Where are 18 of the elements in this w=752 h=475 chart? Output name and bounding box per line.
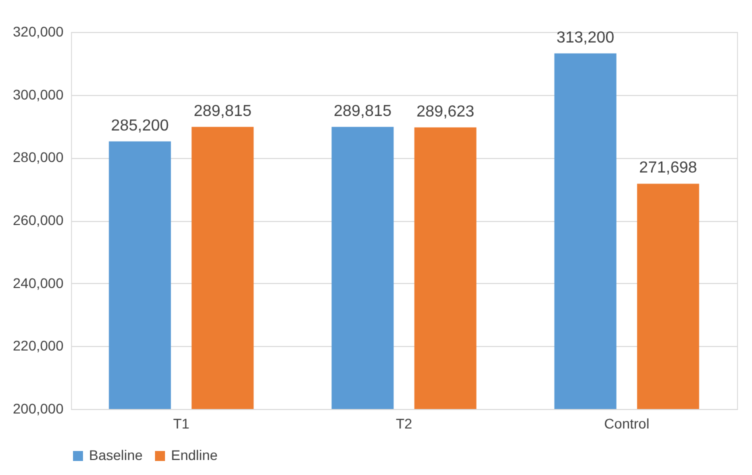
legend-label: Endline xyxy=(171,447,218,463)
x-tick-label: T2 xyxy=(396,416,412,432)
x-tick-label: Control xyxy=(604,416,650,432)
legend-label: Baseline xyxy=(89,447,143,463)
x-tick-label: T1 xyxy=(173,416,190,432)
data-label: 313,200 xyxy=(556,29,614,46)
data-label: 289,623 xyxy=(416,103,474,120)
data-label: 289,815 xyxy=(194,102,252,120)
data-label: 271,698 xyxy=(639,160,698,177)
y-tick-label: 220,000 xyxy=(12,338,64,354)
y-tick-label: 300,000 xyxy=(12,86,64,102)
data-label: 289,815 xyxy=(334,102,392,120)
y-tick-label: 200,000 xyxy=(12,400,64,416)
y-tick-label: 260,000 xyxy=(12,212,64,228)
y-tick-label: 240,000 xyxy=(12,274,64,291)
y-tick-label: 280,000 xyxy=(12,149,64,166)
y-tick-label: 320,000 xyxy=(12,24,64,40)
data-label: 285,200 xyxy=(110,117,169,134)
